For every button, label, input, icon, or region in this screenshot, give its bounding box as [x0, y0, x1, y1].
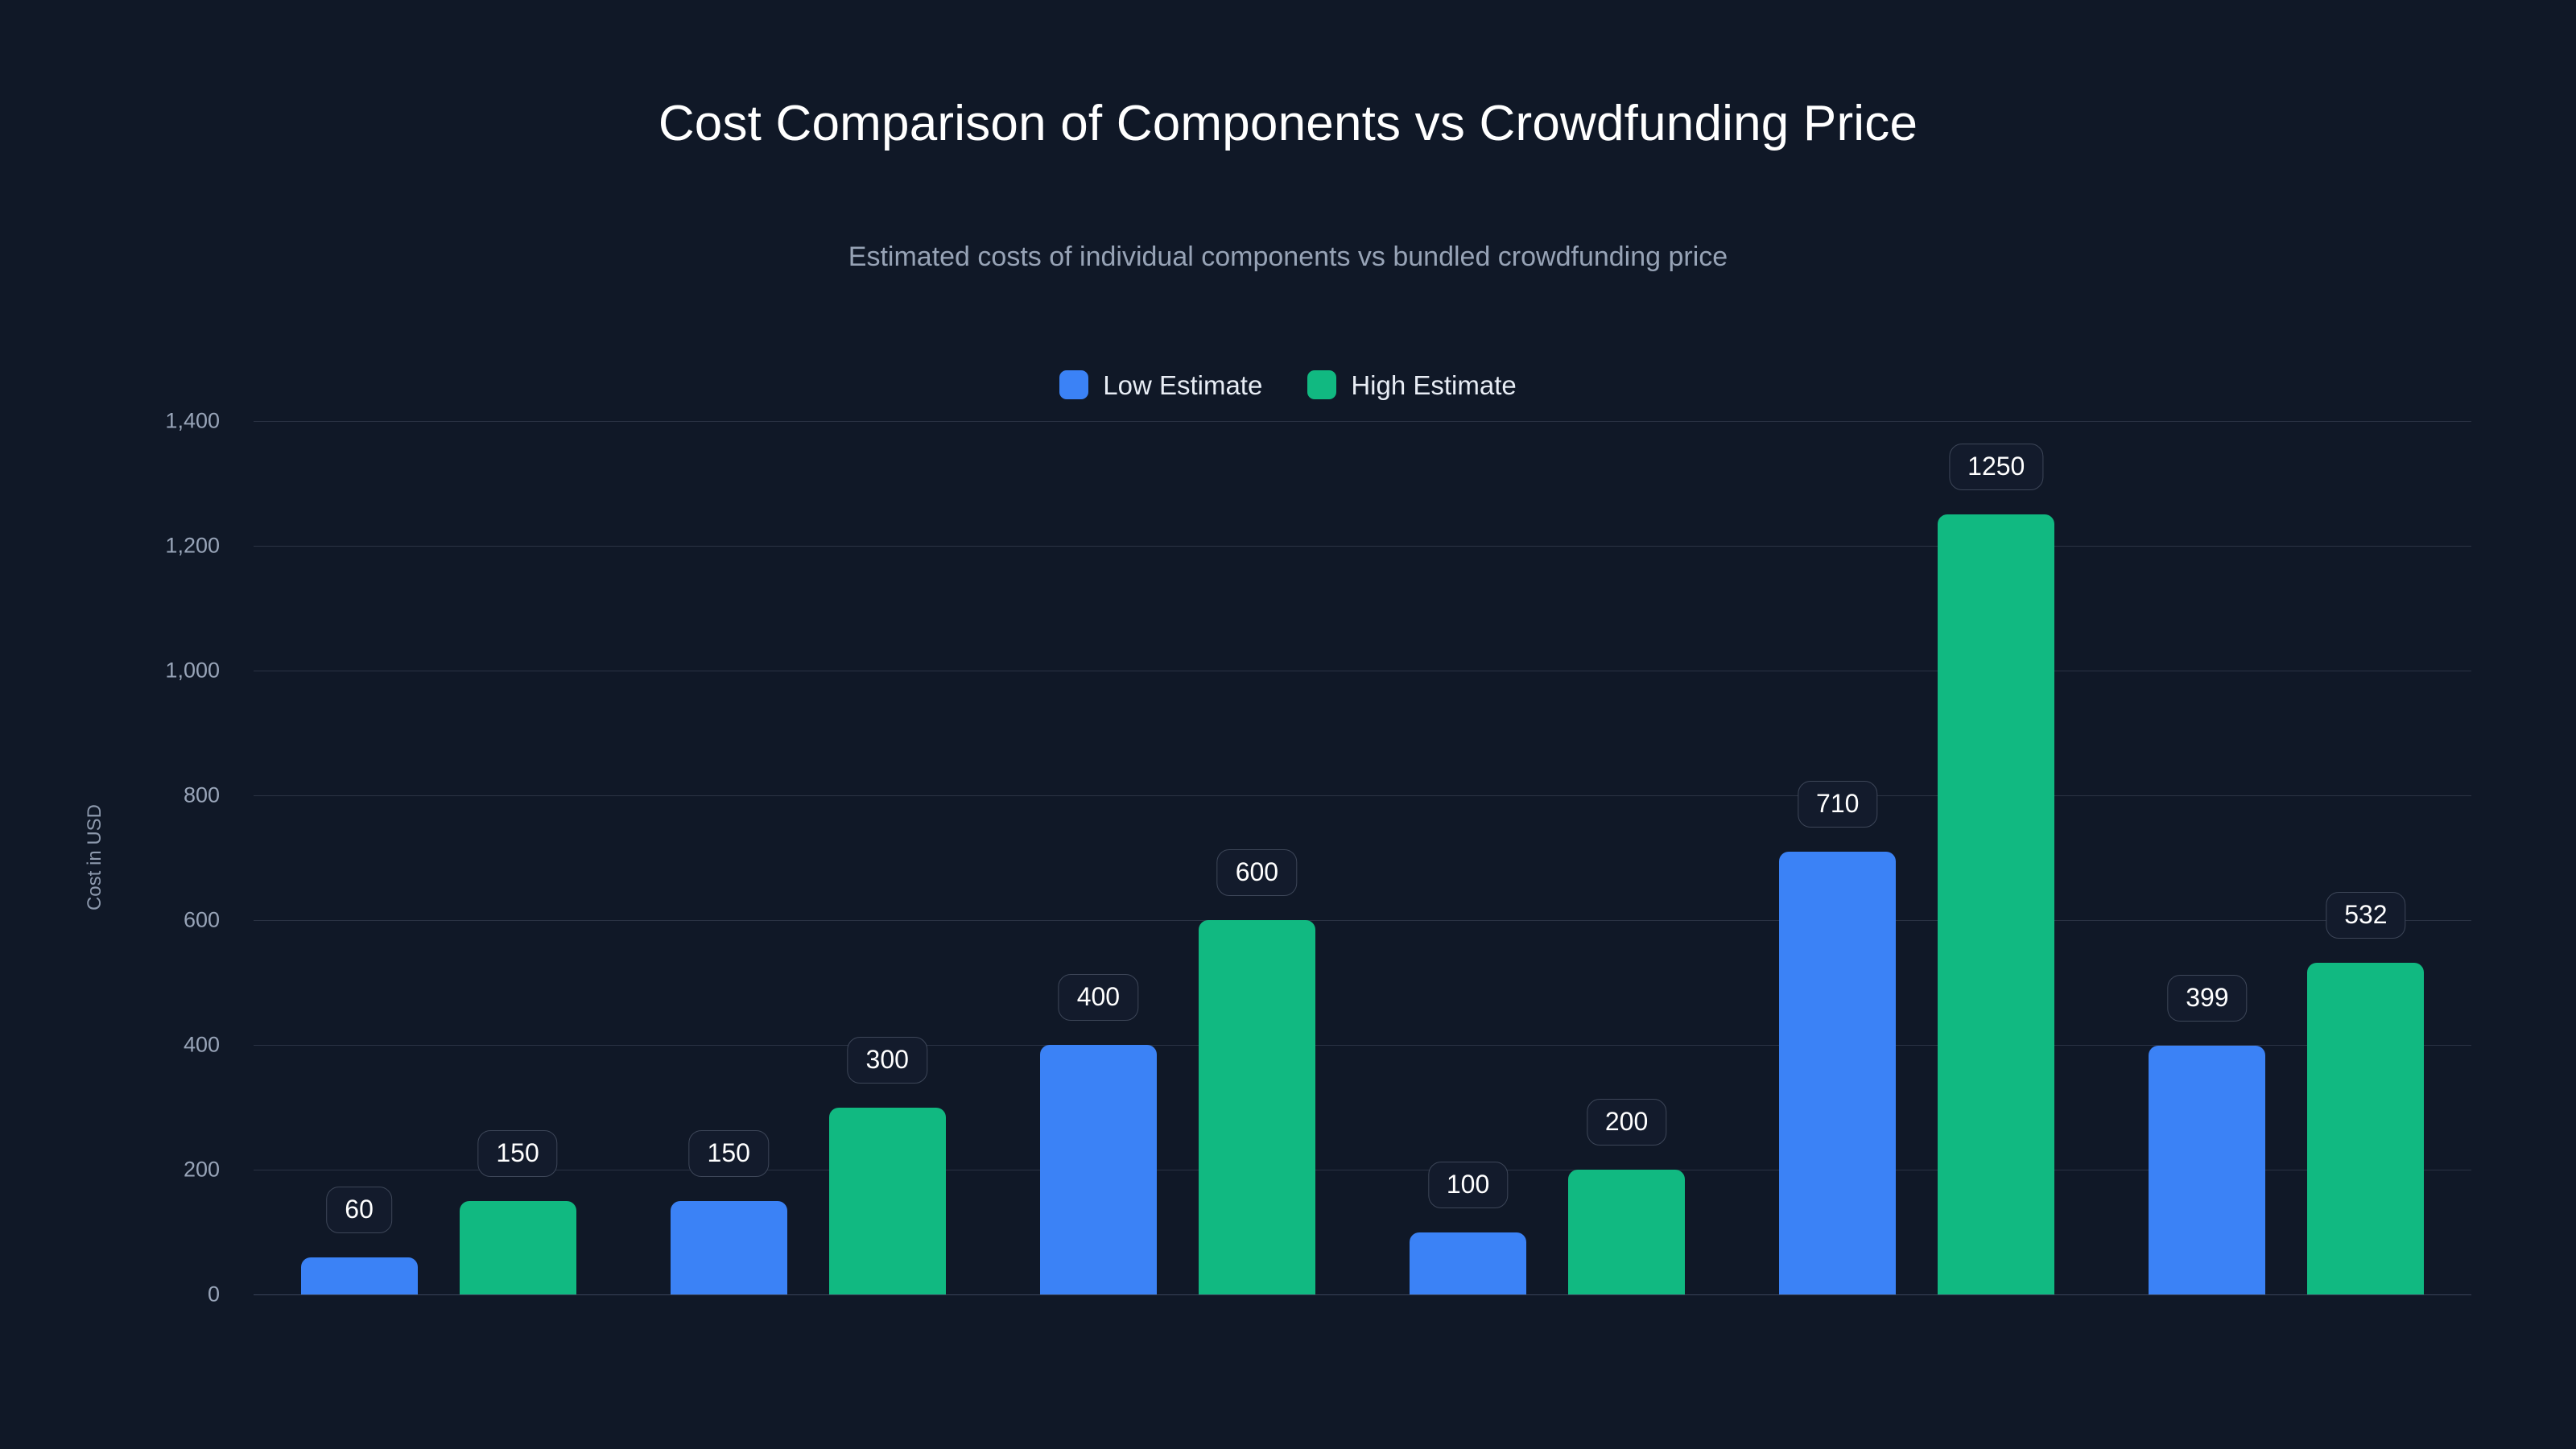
bar-value-label: 710 — [1798, 780, 1878, 828]
bar-group: 710 1250 — [1732, 421, 2102, 1294]
bar-group: 399 532 — [2102, 421, 2471, 1294]
bar-low-estimate[interactable] — [2149, 1045, 2266, 1294]
y-axis-tick-label: 1,200 — [165, 533, 220, 558]
y-axis-tick-label: 1,400 — [165, 408, 220, 433]
bar-low-estimate[interactable] — [670, 1200, 787, 1294]
bar-low-estimate[interactable] — [1410, 1232, 1527, 1294]
y-axis-tick-label: 400 — [183, 1032, 220, 1057]
y-axis-tick-labels: 0 200 400 600 800 1,000 1,200 1,400 — [0, 409, 254, 1307]
gridline — [254, 1045, 2471, 1046]
bar-value-label: 300 — [847, 1036, 927, 1084]
bar-value-label: 100 — [1427, 1161, 1509, 1208]
chart-subtitle: Estimated costs of individual components… — [848, 242, 1728, 272]
y-axis-tick-label: 200 — [183, 1157, 220, 1182]
bar-value-label: 200 — [1586, 1099, 1667, 1146]
chart-legend: Low Estimate High Estimate — [0, 370, 2576, 399]
bar-value-label: 150 — [688, 1129, 769, 1177]
legend-label-low: Low Estimate — [1103, 369, 1263, 400]
bar-high-estimate[interactable] — [828, 1107, 946, 1294]
legend-swatch-icon-high — [1307, 370, 1337, 399]
bar-value-label: 150 — [477, 1129, 558, 1177]
bar-group: 150 300 — [623, 421, 993, 1294]
legend-label-high: High Estimate — [1351, 369, 1517, 400]
bar-high-estimate[interactable] — [459, 1200, 576, 1294]
bar-group: 60 150 — [254, 421, 623, 1294]
plot-area: 60150Mechanical Keyboard15030013-inch Di… — [254, 421, 2471, 1295]
bar-high-estimate[interactable] — [1568, 1170, 1686, 1294]
bar-low-estimate[interactable] — [1039, 1045, 1157, 1294]
y-axis-tick-label: 0 — [207, 1282, 220, 1307]
y-axis-tick-label: 800 — [183, 782, 220, 807]
bar-value-label: 1250 — [1949, 444, 2044, 491]
legend-swatch-icon-low — [1059, 370, 1089, 399]
y-axis-tick-label: 600 — [183, 907, 220, 932]
bar-high-estimate[interactable] — [1198, 920, 1315, 1294]
bar-group: 100 200 — [1363, 421, 1732, 1294]
gridline — [254, 920, 2471, 921]
bar-low-estimate[interactable] — [300, 1257, 418, 1294]
bar-value-label: 60 — [326, 1186, 392, 1233]
gridline — [254, 546, 2471, 547]
bar-high-estimate[interactable] — [2307, 962, 2425, 1294]
legend-item-high-estimate[interactable]: High Estimate — [1307, 369, 1517, 400]
bar-high-estimate[interactable] — [1938, 514, 2055, 1294]
bar-value-label: 399 — [2167, 974, 2248, 1022]
y-axis-tick-label: 1,000 — [165, 658, 220, 683]
bar-value-label: 400 — [1058, 974, 1139, 1021]
bar-value-label: 532 — [2326, 891, 2406, 939]
bar-value-label: 600 — [1216, 849, 1298, 896]
gridline — [254, 1294, 2471, 1295]
bar-group: 400 600 — [993, 421, 1362, 1294]
bar-low-estimate[interactable] — [1779, 851, 1897, 1294]
legend-item-low-estimate[interactable]: Low Estimate — [1059, 370, 1262, 399]
gridline — [254, 795, 2471, 796]
gridline — [254, 421, 2471, 422]
page-title: Cost Comparison of Components vs Crowdfu… — [658, 96, 1918, 151]
